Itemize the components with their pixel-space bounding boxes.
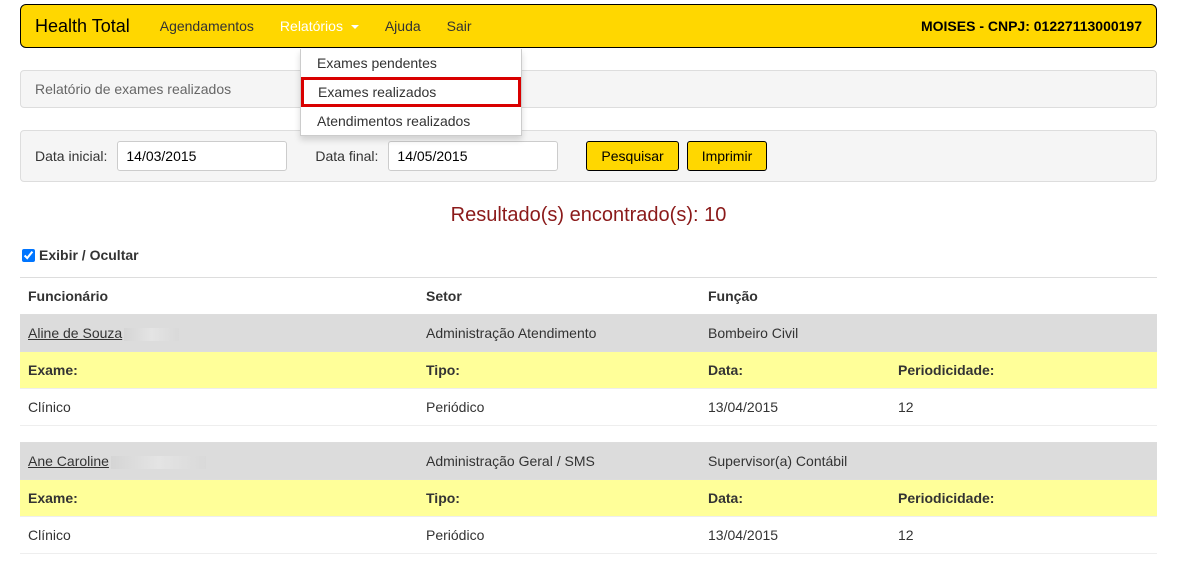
employee-cell: Aline de Souza <box>20 315 418 352</box>
col-sector: Setor <box>418 278 700 315</box>
start-date-input[interactable] <box>117 141 287 171</box>
dh-period: Periodicidade: <box>890 480 1157 517</box>
brand[interactable]: Health Total <box>35 16 130 37</box>
nav-ajuda[interactable]: Ajuda <box>385 18 421 34</box>
main-header-row: Funcionário Setor Função <box>20 278 1157 315</box>
results-table: Funcionário Setor Função Aline de Souza … <box>20 277 1157 554</box>
sector-cell: Administração Geral / SMS <box>418 443 700 480</box>
relatorios-dropdown: Exames pendentes Exames realizados Atend… <box>300 49 522 136</box>
employee-link[interactable]: Aline de Souza <box>28 325 122 341</box>
employee-row: Aline de Souza Administração Atendimento… <box>20 315 1157 352</box>
employee-row: Ane Caroline Administração Geral / SMS S… <box>20 443 1157 480</box>
nav-items: Agendamentos Relatórios Ajuda Sair <box>160 18 498 34</box>
chevron-down-icon <box>351 25 359 29</box>
print-button[interactable]: Imprimir <box>687 141 768 171</box>
exam-date: 13/04/2015 <box>700 517 890 554</box>
dh-period: Periodicidade: <box>890 352 1157 389</box>
exam-type: Periódico <box>418 517 700 554</box>
sector-cell: Administração Atendimento <box>418 315 700 352</box>
end-date-input[interactable] <box>388 141 558 171</box>
employee-link[interactable]: Ane Caroline <box>28 453 109 469</box>
col-employee: Funcionário <box>20 278 418 315</box>
content: Relatório de exames realizados Data inic… <box>20 70 1157 554</box>
redacted-text <box>124 328 179 341</box>
exam-row: Clínico Periódico 13/04/2015 12 <box>20 517 1157 554</box>
navbar: Health Total Agendamentos Relatórios Aju… <box>20 4 1157 48</box>
dh-exam: Exame: <box>20 352 418 389</box>
end-date-label: Data final: <box>315 148 378 164</box>
role-cell: Bombeiro Civil <box>700 315 1157 352</box>
results-count: Resultado(s) encontrado(s): 10 <box>20 204 1157 227</box>
redacted-text <box>111 456 206 469</box>
group-gap <box>20 426 1157 443</box>
detail-header-row: Exame: Tipo: Data: Periodicidade: <box>20 352 1157 389</box>
start-date-label: Data inicial: <box>35 148 107 164</box>
toggle-checkbox[interactable] <box>22 249 35 262</box>
exam-period: 12 <box>890 517 1157 554</box>
nav-relatorios[interactable]: Relatórios <box>280 18 359 34</box>
dh-exam: Exame: <box>20 480 418 517</box>
toggle-row: Exibir / Ocultar <box>20 247 1157 263</box>
exam-type: Periódico <box>418 389 700 426</box>
dh-date: Data: <box>700 480 890 517</box>
user-info: MOISES - CNPJ: 01227113000197 <box>921 18 1142 34</box>
dropdown-exames-realizados[interactable]: Exames realizados <box>301 77 521 107</box>
col-role: Função <box>700 278 1157 315</box>
role-cell: Supervisor(a) Contábil <box>700 443 1157 480</box>
nav-agendamentos[interactable]: Agendamentos <box>160 18 254 34</box>
exam-date: 13/04/2015 <box>700 389 890 426</box>
employee-cell: Ane Caroline <box>20 443 418 480</box>
exam-period: 12 <box>890 389 1157 426</box>
dh-type: Tipo: <box>418 352 700 389</box>
toggle-label[interactable]: Exibir / Ocultar <box>39 247 139 263</box>
exam-name: Clínico <box>20 517 418 554</box>
nav-sair[interactable]: Sair <box>447 18 472 34</box>
detail-header-row: Exame: Tipo: Data: Periodicidade: <box>20 480 1157 517</box>
filter-bar: Data inicial: Data final: Pesquisar Impr… <box>20 130 1157 182</box>
page-title: Relatório de exames realizados <box>20 70 1157 108</box>
nav-relatorios-label: Relatórios <box>280 18 343 34</box>
dh-date: Data: <box>700 352 890 389</box>
exam-row: Clínico Periódico 13/04/2015 12 <box>20 389 1157 426</box>
exam-name: Clínico <box>20 389 418 426</box>
dropdown-atendimentos-realizados[interactable]: Atendimentos realizados <box>301 107 521 135</box>
dh-type: Tipo: <box>418 480 700 517</box>
dropdown-exames-pendentes[interactable]: Exames pendentes <box>301 49 521 77</box>
search-button[interactable]: Pesquisar <box>586 141 678 171</box>
